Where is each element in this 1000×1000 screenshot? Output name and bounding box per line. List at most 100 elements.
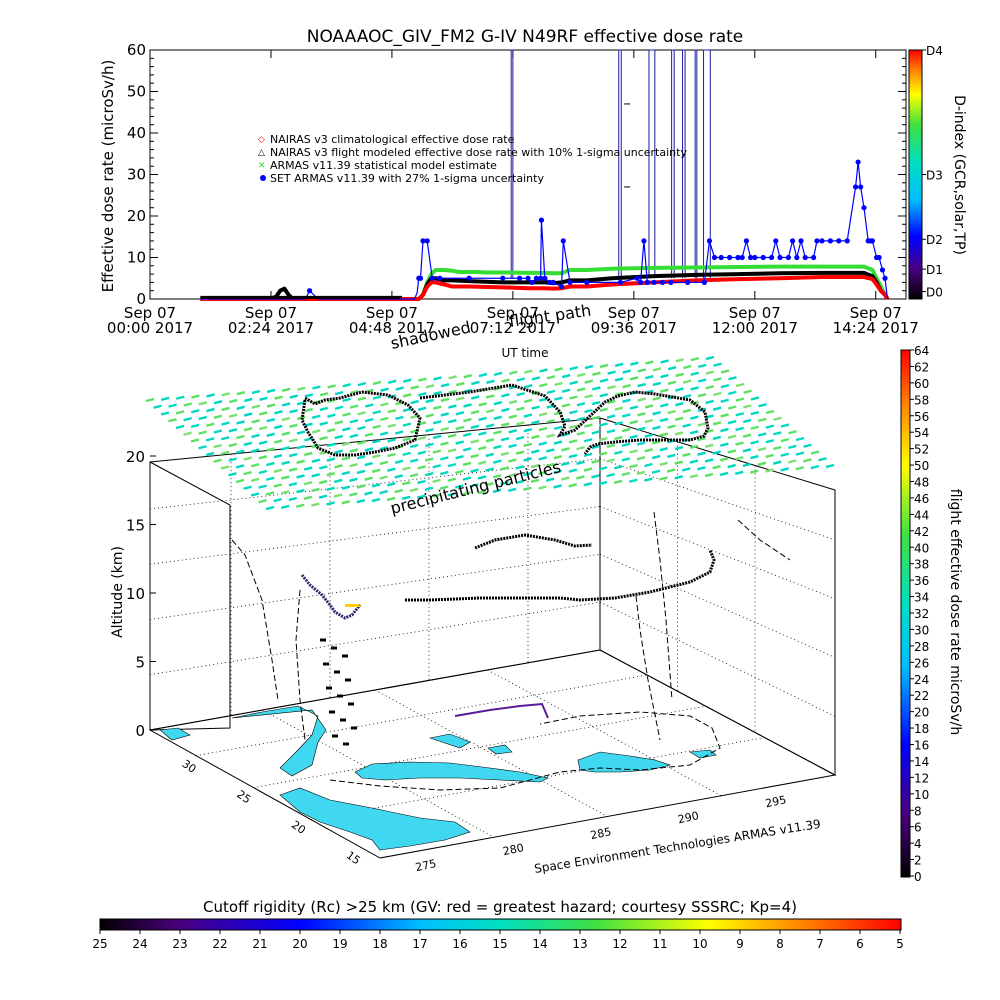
dose-colorbar-tick-label: 12 — [914, 771, 929, 785]
particle-mark — [675, 402, 684, 407]
wall-grid-lines — [149, 425, 836, 838]
particle-mark — [250, 477, 260, 483]
particle-mark — [478, 431, 487, 436]
particle-mark — [727, 419, 737, 425]
particle-mark — [228, 398, 238, 404]
dose-colorbar-tick-label: 18 — [914, 722, 929, 736]
particle-mark — [470, 483, 479, 488]
particle-mark — [485, 482, 494, 487]
particle-mark — [803, 458, 812, 463]
particle-mark — [591, 386, 601, 391]
particle-mark — [508, 414, 518, 419]
particle-mark — [387, 452, 396, 458]
particle-mark — [417, 435, 427, 441]
particle-mark — [198, 401, 208, 406]
particle-mark — [697, 451, 706, 456]
particle-mark — [251, 419, 260, 424]
particle-mark — [424, 471, 434, 477]
rigidity-tick-label: 20 — [292, 937, 307, 951]
dose-colorbar-tick-label: 40 — [914, 541, 929, 555]
particle-mark — [561, 417, 571, 423]
particle-mark — [690, 356, 700, 362]
data-point — [685, 279, 691, 285]
particle-mark — [265, 476, 275, 481]
particle-mark — [622, 384, 631, 389]
particle-mark — [326, 501, 335, 506]
data-point — [727, 254, 733, 261]
particle-mark — [780, 467, 789, 472]
data-point — [429, 275, 435, 281]
particle-mark — [651, 440, 661, 445]
particle-mark — [342, 383, 352, 388]
particle-mark — [742, 462, 752, 468]
particle-mark — [546, 389, 556, 395]
particle-mark — [304, 407, 314, 413]
particle-mark — [682, 423, 691, 428]
particle-mark — [500, 466, 510, 471]
particle-mark — [455, 440, 464, 445]
particle-mark — [493, 430, 502, 435]
particle-mark — [213, 429, 223, 434]
dose-rate-colorbar — [900, 349, 911, 878]
particle-mark — [599, 378, 609, 383]
particle-mark — [515, 479, 525, 485]
particle-mark — [492, 488, 502, 494]
series-line — [200, 161, 889, 300]
particle-mark — [372, 380, 382, 386]
particle-mark — [319, 421, 329, 426]
particle-mark — [569, 395, 578, 400]
particle-mark — [372, 424, 381, 430]
particle-mark — [341, 500, 350, 505]
particle-mark — [599, 393, 609, 398]
particle-mark — [425, 384, 435, 389]
particle-mark — [546, 433, 555, 438]
particle-mark — [682, 379, 692, 384]
data-point — [542, 275, 548, 281]
particle-mark — [591, 444, 601, 450]
particle-mark — [455, 469, 464, 475]
particle-mark — [614, 435, 623, 441]
particle-mark — [244, 397, 253, 403]
x-tick-label-date: Sep 07 — [487, 304, 539, 322]
particle-mark — [296, 474, 305, 479]
data-point — [424, 238, 430, 244]
chart-title: NOAAAOC_GIV_FM2 G-IV N49RF effective dos… — [307, 27, 744, 47]
particle-mark — [341, 441, 351, 446]
particle-mark — [220, 465, 230, 470]
particle-mark — [704, 443, 714, 448]
particle-mark — [576, 460, 585, 465]
particle-mark — [576, 445, 585, 451]
rigidity-tick-label: 23 — [172, 937, 187, 951]
particle-mark — [439, 470, 449, 476]
particle-mark — [545, 477, 555, 482]
particle-mark — [735, 456, 744, 461]
particle-mark — [327, 413, 336, 418]
particle-mark — [357, 440, 366, 445]
particle-mark — [228, 442, 238, 448]
data-point — [855, 159, 861, 165]
particle-mark — [530, 449, 540, 454]
particle-mark — [568, 468, 578, 473]
particle-mark — [364, 461, 374, 467]
particle-mark — [364, 432, 374, 437]
data-point — [466, 275, 472, 281]
particle-mark — [719, 457, 729, 462]
data-point — [437, 275, 443, 281]
rigidity-tick-label: 17 — [412, 937, 427, 951]
data-point — [525, 275, 531, 281]
data-point — [790, 238, 796, 244]
particle-mark — [546, 404, 556, 409]
particle-mark — [440, 426, 449, 432]
particle-mark — [553, 454, 563, 460]
particle-mark — [750, 410, 760, 416]
particle-mark — [538, 426, 548, 432]
particle-mark — [296, 401, 306, 406]
particle-mark — [409, 487, 419, 493]
particle-mark — [712, 465, 721, 470]
particle-mark — [531, 434, 540, 440]
particle-mark — [334, 390, 344, 396]
particle-mark — [281, 460, 290, 466]
particle-mark — [651, 454, 661, 460]
series-line — [200, 275, 890, 301]
dose-colorbar-tick-label: 62 — [914, 360, 929, 374]
